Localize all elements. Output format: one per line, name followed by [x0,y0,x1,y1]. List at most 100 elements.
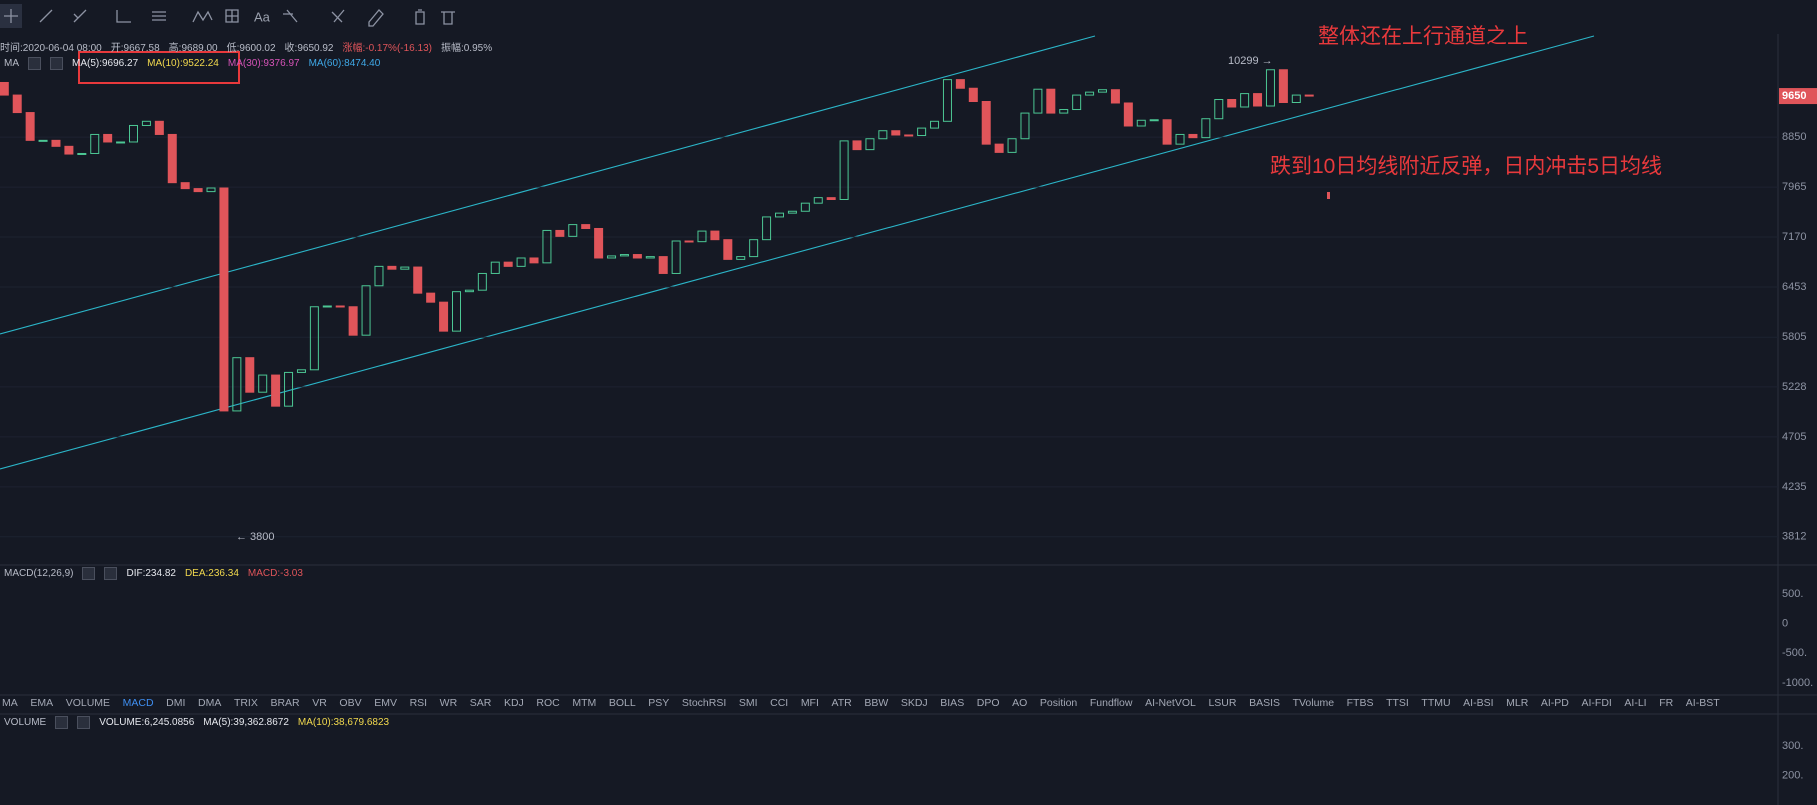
indicator-tab[interactable]: AI-BST [1685,697,1720,709]
volume-value: VOLUME:6,245.0856 [99,717,195,728]
indicator-tab[interactable]: AI-LI [1624,697,1647,709]
candle-body [335,305,345,308]
annotation: 整体还在上行通道之上 [1318,25,1528,48]
candle-body [1201,118,1211,139]
indicator-tab[interactable]: AI-NetVOL [1145,697,1196,709]
indicator-tab[interactable]: LSUR [1208,697,1237,709]
indicator-tab[interactable]: SAR [469,697,492,709]
indicator-tab[interactable]: AI-BSI [1463,697,1494,709]
indicator-tab[interactable]: TVolume [1292,697,1335,709]
indicator-tab[interactable]: MACD [122,697,154,709]
toolbar-icons[interactable] [0,4,455,28]
candle-body [1059,109,1069,114]
candle-body [103,133,113,143]
indicator-tab[interactable]: BBW [864,697,889,709]
candle-body [219,187,229,412]
macd-tick-label: -500. [1782,647,1807,659]
candle-body [697,230,707,243]
candle-body [129,124,138,143]
price-tick-label: 4235 [1782,481,1806,493]
indicator-tab[interactable]: BOLL [608,697,636,709]
indicator-tab[interactable]: MA [2,697,18,709]
price-tick-label: 5805 [1782,331,1806,343]
candle-body [787,210,797,214]
close-icon[interactable] [104,567,118,580]
indicator-tab[interactable]: EMV [374,697,397,709]
indicator-tab[interactable]: SKDJ [900,697,928,709]
candle-body [206,187,216,193]
indicator-tab[interactable]: ROC [536,697,560,709]
indicator-tab[interactable]: CCI [770,697,789,709]
indicator-tab[interactable]: FR [1659,697,1674,709]
close-icon[interactable] [77,716,91,729]
info-field: 振幅:0.95% [440,43,493,54]
ma-value: MA(10):9522.24 [147,58,219,69]
settings-icon[interactable] [82,567,96,580]
toolbar-font-button[interactable]: Aa [254,9,271,24]
volume-legend: VOLUME VOLUME:6,245.0856 MA(5):39,362.8672… [4,716,389,729]
indicator-tab[interactable]: StochRSI [681,697,727,709]
indicator-tab[interactable]: BIAS [940,697,965,709]
indicator-tab[interactable]: Fundflow [1089,697,1133,709]
price-tick-label: 5228 [1782,381,1806,393]
candle-body [322,305,332,308]
indicator-tab[interactable]: AI-FDI [1581,697,1612,709]
indicator-tab[interactable]: SMI [738,697,758,709]
info-field: 时间:2020-06-04 08:00 [0,43,102,54]
candle-body [607,255,617,259]
indicator-tab[interactable]: FTBS [1346,697,1374,709]
candle-body [619,254,629,257]
candle-body [1175,133,1185,145]
candle-body [90,133,100,154]
volume-value: MA(10):38,679.6823 [297,717,390,728]
candle-body [968,87,978,102]
ma-value: MA(30):9376.97 [227,58,300,69]
indicator-tab[interactable]: DPO [976,697,1000,709]
indicator-tab[interactable]: DMA [198,697,222,709]
candle-body [671,240,681,274]
candle-body [1123,102,1133,127]
candle-body [917,127,927,137]
candle-body [1020,112,1030,140]
indicator-tab[interactable]: VOLUME [65,697,111,709]
ohlc-info: 时间:2020-06-04 08:00 开:9667.58 高:9689.00 低:9… [0,39,492,54]
indicator-tab[interactable]: TRIX [233,697,258,709]
candle-body [296,369,306,373]
close-icon[interactable] [50,57,63,70]
indicator-tab[interactable]: BRAR [270,697,300,709]
indicator-tab[interactable]: RSI [409,697,428,709]
settings-icon[interactable] [28,57,41,70]
indicator-tab[interactable]: MTM [572,697,597,709]
candle-body [981,100,991,145]
candle-body [775,212,784,218]
indicator-tab[interactable]: ATR [831,697,852,709]
indicator-tab[interactable]: MLR [1506,697,1529,709]
candle-body [452,291,461,332]
indicator-tab[interactable]: AI-PD [1540,697,1569,709]
macd-value: MACD:-3.03 [247,568,303,579]
indicator-tab[interactable]: BASIS [1249,697,1280,709]
indicator-tab[interactable]: Position [1039,697,1078,709]
indicator-tab[interactable]: VR [312,697,327,709]
settings-icon[interactable] [55,716,69,729]
candle-body [271,374,281,407]
indicator-tab[interactable]: EMA [30,697,54,709]
indicator-tab[interactable]: KDJ [503,697,524,709]
indicator-tab[interactable]: WR [439,697,458,709]
candle-body [77,152,87,155]
candle-body [684,240,694,243]
volume-value: VOLUME [4,717,47,728]
indicator-tab[interactable]: TTSI [1386,697,1409,709]
ma-value: MA(60):8474.40 [308,58,381,69]
indicator-tab[interactable]: PSY [648,697,670,709]
indicator-tab[interactable]: AO [1012,697,1028,709]
candle-body [568,224,578,237]
indicator-tab[interactable]: OBV [339,697,362,709]
indicator-tab[interactable]: MFI [800,697,819,709]
price-tick-label: 6453 [1782,281,1806,293]
macd-legend: MACD(12,26,9) DIF:234.82 DEA:236.34 MACD:-3… [4,567,303,580]
candle-body [800,202,810,212]
candle-body [839,140,849,200]
indicator-tab[interactable]: DMI [166,697,186,709]
indicator-tab[interactable]: TTMU [1421,697,1451,709]
